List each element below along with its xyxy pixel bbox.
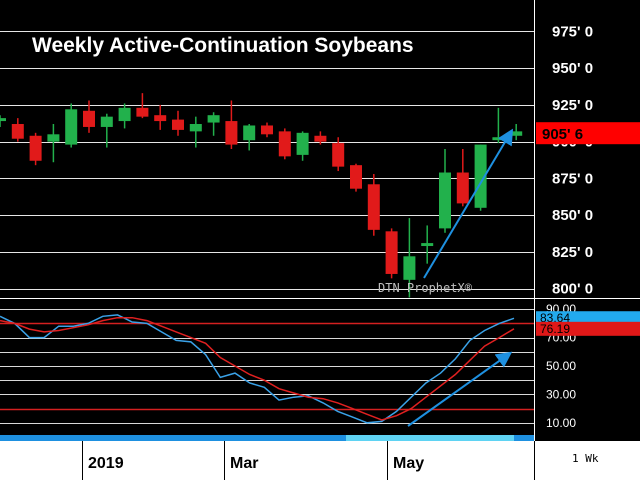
candle-body (367, 184, 380, 230)
month-label: Mar (230, 455, 258, 472)
candle-body (11, 124, 24, 139)
price-tick-label: 850' 0 (552, 207, 593, 224)
watermark: DTN ProphetX® (378, 281, 473, 295)
last-price-tag (536, 122, 640, 145)
candle-body (474, 144, 487, 208)
oscillator-trend-arrow (407, 351, 513, 427)
candle-body (314, 135, 327, 142)
candle-body (0, 118, 6, 122)
month-label: May (393, 455, 424, 472)
time-scroll-bar (0, 435, 534, 441)
price-trend-arrow (423, 128, 514, 279)
time-axis-background (0, 441, 640, 480)
candle-body (189, 124, 202, 132)
price-tick-label: 925' 0 (552, 97, 593, 114)
osc-last-value-label: 83.64 (540, 311, 570, 325)
osc-tick-label: 50.00 (546, 359, 576, 373)
osc-last-value-tag (536, 311, 640, 326)
price-tick-label: 800' 0 (552, 281, 593, 298)
candle-body (510, 131, 523, 136)
candle-body (65, 109, 78, 145)
price-tick-label: 825' 0 (552, 244, 593, 261)
candle-body (492, 137, 505, 141)
candle-body (100, 116, 113, 127)
candle-body (296, 132, 309, 155)
candle-body (403, 256, 416, 280)
last-price-label: 905' 6 (542, 126, 583, 143)
candle-body (350, 165, 362, 189)
osc-last-value-label: 76.19 (540, 322, 570, 336)
candle-body (83, 110, 95, 127)
osc-tick-label: 10.00 (546, 416, 576, 430)
candle-body (385, 231, 398, 274)
candle-body (261, 125, 273, 135)
price-tick-label: 875' 0 (552, 170, 593, 187)
candle-body (243, 125, 256, 141)
candle-body (172, 119, 184, 130)
price-tick-label: 950' 0 (552, 60, 593, 77)
month-label: 2019 (88, 455, 124, 472)
osc-line-slow (0, 316, 515, 421)
trend-arrows (407, 128, 514, 427)
price-candles (0, 93, 523, 298)
candle-body (136, 107, 149, 117)
candle-body (47, 134, 60, 142)
chart-title: Weekly Active-Continuation Soybeans (32, 34, 414, 57)
candle-body (207, 115, 220, 123)
candle-body (118, 107, 131, 122)
candle-body (278, 131, 291, 157)
price-tick-label: 975' 0 (552, 23, 593, 40)
candle-body (421, 243, 434, 247)
oscillator-lines (0, 314, 515, 424)
osc-tick-label: 30.00 (546, 387, 576, 401)
time-axis: 2019 Mar May 1 Wk (0, 435, 640, 480)
candle-body (332, 143, 345, 167)
osc-line-fast (0, 314, 515, 424)
timeframe-label: 1 Wk (572, 452, 599, 465)
candle-body (439, 172, 451, 229)
candle-body (154, 115, 167, 122)
candle-body (225, 121, 238, 145)
time-scroll-highlight (346, 435, 514, 441)
candle-body (29, 135, 42, 161)
candle-body (456, 172, 469, 204)
osc-last-value-tag (536, 321, 640, 336)
